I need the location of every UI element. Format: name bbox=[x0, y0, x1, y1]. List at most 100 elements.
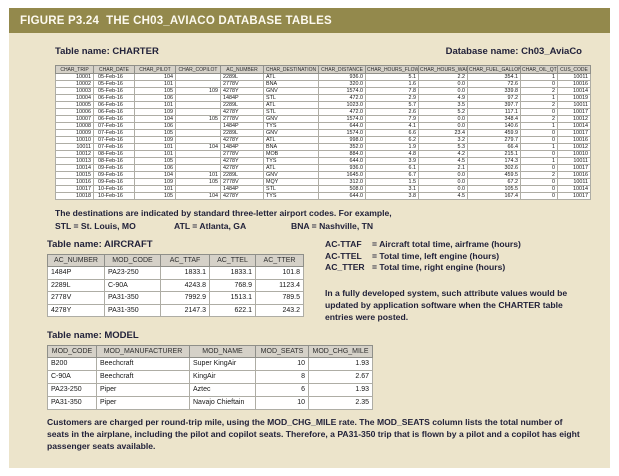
column-header: CHAR_PILOT bbox=[134, 65, 176, 74]
table-cell: 104 bbox=[134, 171, 176, 179]
table-cell: 10012 bbox=[557, 115, 591, 123]
table-cell: STL bbox=[263, 108, 319, 116]
table-cell: 10 bbox=[255, 356, 309, 371]
airport-code-atl: ATL = Atlanta, GA bbox=[174, 221, 247, 231]
table-cell: 2778V bbox=[47, 291, 105, 305]
table-cell: 10011 bbox=[557, 101, 591, 109]
table-cell: 104 bbox=[175, 143, 221, 151]
table-row: 10001 05-Feb-16 104 2289L ATL 936.0 5.1 2.2 354.… bbox=[55, 73, 591, 81]
table-cell: PA23-250 bbox=[47, 382, 97, 397]
column-header: CHAR_OIL_QTS bbox=[520, 65, 558, 74]
table-cell: 10014 bbox=[557, 87, 591, 95]
table-cell: 10010 bbox=[55, 136, 94, 144]
table-cell: C-90A bbox=[47, 369, 97, 384]
table-cell: 6.6 bbox=[365, 129, 419, 137]
table-cell bbox=[175, 157, 221, 165]
column-header: AC_NUMBER bbox=[220, 65, 264, 74]
table-cell: 0.0 bbox=[418, 87, 468, 95]
table-cell: 6.1 bbox=[365, 164, 419, 172]
table-cell: 10003 bbox=[55, 87, 94, 95]
table-row: 10008 07-Feb-16 106 1484P TYS 644.0 4.1 0.0 140.… bbox=[55, 122, 591, 130]
legend-def: = Total time, right engine (hours) bbox=[372, 262, 506, 272]
table-cell: 101 bbox=[134, 143, 176, 151]
table-cell: 10011 bbox=[55, 143, 94, 151]
table-cell: 1645.0 bbox=[318, 171, 366, 179]
table-cell: 2 bbox=[520, 171, 558, 179]
table-row: 10007 06-Feb-16 104 105 2778V GNV 1574.0 7.9 0.0… bbox=[55, 115, 591, 123]
table-cell: 4243.8 bbox=[160, 278, 210, 292]
table-cell: PA31-350 bbox=[104, 303, 161, 317]
table-cell: B200 bbox=[47, 356, 97, 371]
table-cell: 4278Y bbox=[47, 303, 105, 317]
airport-code-stl: STL = St. Louis, MO bbox=[55, 221, 136, 231]
table-cell: 312.0 bbox=[318, 178, 366, 186]
table-cell: PA23-250 bbox=[104, 266, 161, 280]
table-cell: 2 bbox=[520, 87, 558, 95]
table-cell: 07-Feb-16 bbox=[93, 122, 135, 130]
table-cell: 105 bbox=[134, 129, 176, 137]
column-header: AC_TTEL bbox=[209, 254, 256, 267]
table-cell: 10009 bbox=[55, 129, 94, 137]
table-cell: 104 bbox=[175, 192, 221, 200]
table-cell: 10017 bbox=[557, 192, 591, 200]
table-cell: 10011 bbox=[557, 73, 591, 81]
table-row: C-90A Beechcraft KingAir 8 2.67 bbox=[47, 369, 373, 384]
table-cell: ATL bbox=[263, 101, 319, 109]
column-header: MOD_CHG_MILE bbox=[308, 344, 373, 358]
model-table-label: Table name: MODEL bbox=[47, 329, 139, 341]
column-header: CHAR_DESTINATION bbox=[263, 65, 319, 74]
table-cell: Beechcraft bbox=[96, 356, 190, 371]
table-cell: TYS bbox=[263, 122, 319, 130]
column-header: CUS_CODE bbox=[557, 65, 591, 74]
table-cell: 10017 bbox=[55, 185, 94, 193]
table-row: 10013 08-Feb-16 105 4278Y TYS 644.0 3.9 4.5 174.… bbox=[55, 157, 591, 165]
table-cell: 884.0 bbox=[318, 150, 366, 158]
column-header: CHAR_HOURS_WAIT bbox=[418, 65, 468, 74]
table-cell: 0.0 bbox=[418, 185, 468, 193]
table-cell: 1574.0 bbox=[318, 129, 366, 137]
table-cell: 4.9 bbox=[418, 94, 468, 102]
table-cell: 07-Feb-16 bbox=[93, 143, 135, 151]
table-cell: KingAir bbox=[189, 369, 256, 384]
column-header: MOD_NAME bbox=[189, 344, 256, 358]
table-cell: 472.0 bbox=[318, 108, 366, 116]
column-header: AC_TTER bbox=[255, 254, 304, 267]
table-cell: BNA bbox=[263, 143, 319, 151]
table-cell: 998.0 bbox=[318, 136, 366, 144]
table-cell: 1 bbox=[520, 94, 558, 102]
model-header: MOD_CODE MOD_MANUFACTURER MOD_NAME MOD_SEAT… bbox=[47, 344, 373, 358]
table-cell: 2778V bbox=[220, 115, 264, 123]
table-cell: 09-Feb-16 bbox=[93, 178, 135, 186]
table-cell: 622.1 bbox=[209, 303, 256, 317]
table-row: 10011 07-Feb-16 101 104 1484P BNA 352.0 1.9 5.3 6… bbox=[55, 143, 591, 151]
table-cell: 1.9 bbox=[365, 143, 419, 151]
table-cell: 1 bbox=[520, 157, 558, 165]
table-cell: 0.0 bbox=[418, 122, 468, 130]
table-cell: 644.0 bbox=[318, 122, 366, 130]
table-cell: 279.7 bbox=[467, 136, 521, 144]
table-cell: 0.0 bbox=[418, 178, 468, 186]
table-cell: 105 bbox=[134, 157, 176, 165]
table-cell: 10004 bbox=[55, 94, 94, 102]
table-cell: 10010 bbox=[557, 150, 591, 158]
table-cell: 3.9 bbox=[365, 157, 419, 165]
table-cell: 10 bbox=[255, 395, 309, 410]
table-cell: 2289L bbox=[220, 171, 264, 179]
table-row: 2778V PA31-350 7992.9 1513.1 789.5 bbox=[47, 291, 304, 305]
table-row: 10012 08-Feb-16 101 2778V MOB 884.0 4.8 4.2 215.… bbox=[55, 150, 591, 158]
table-cell: 0 bbox=[520, 164, 558, 172]
table-cell: 167.4 bbox=[467, 192, 521, 200]
table-cell: STL bbox=[263, 185, 319, 193]
table-cell: 2.2 bbox=[418, 73, 468, 81]
table-cell: 05-Feb-16 bbox=[93, 73, 135, 81]
table-cell: 0 bbox=[520, 178, 558, 186]
table-cell: GNV bbox=[263, 87, 319, 95]
legend-term: AC-TTEL bbox=[325, 250, 362, 261]
column-header: MOD_MANUFACTURER bbox=[96, 344, 190, 358]
figure-title: THE CH03_AVIACO DATABASE TABLES bbox=[106, 14, 332, 27]
table-row: 10009 07-Feb-16 105 2289L GNV 1574.0 6.6 23.4 45… bbox=[55, 129, 591, 137]
table-cell: 10002 bbox=[55, 80, 94, 88]
table-cell: 6.2 bbox=[365, 136, 419, 144]
table-cell bbox=[175, 108, 221, 116]
table-cell: 10016 bbox=[557, 80, 591, 88]
